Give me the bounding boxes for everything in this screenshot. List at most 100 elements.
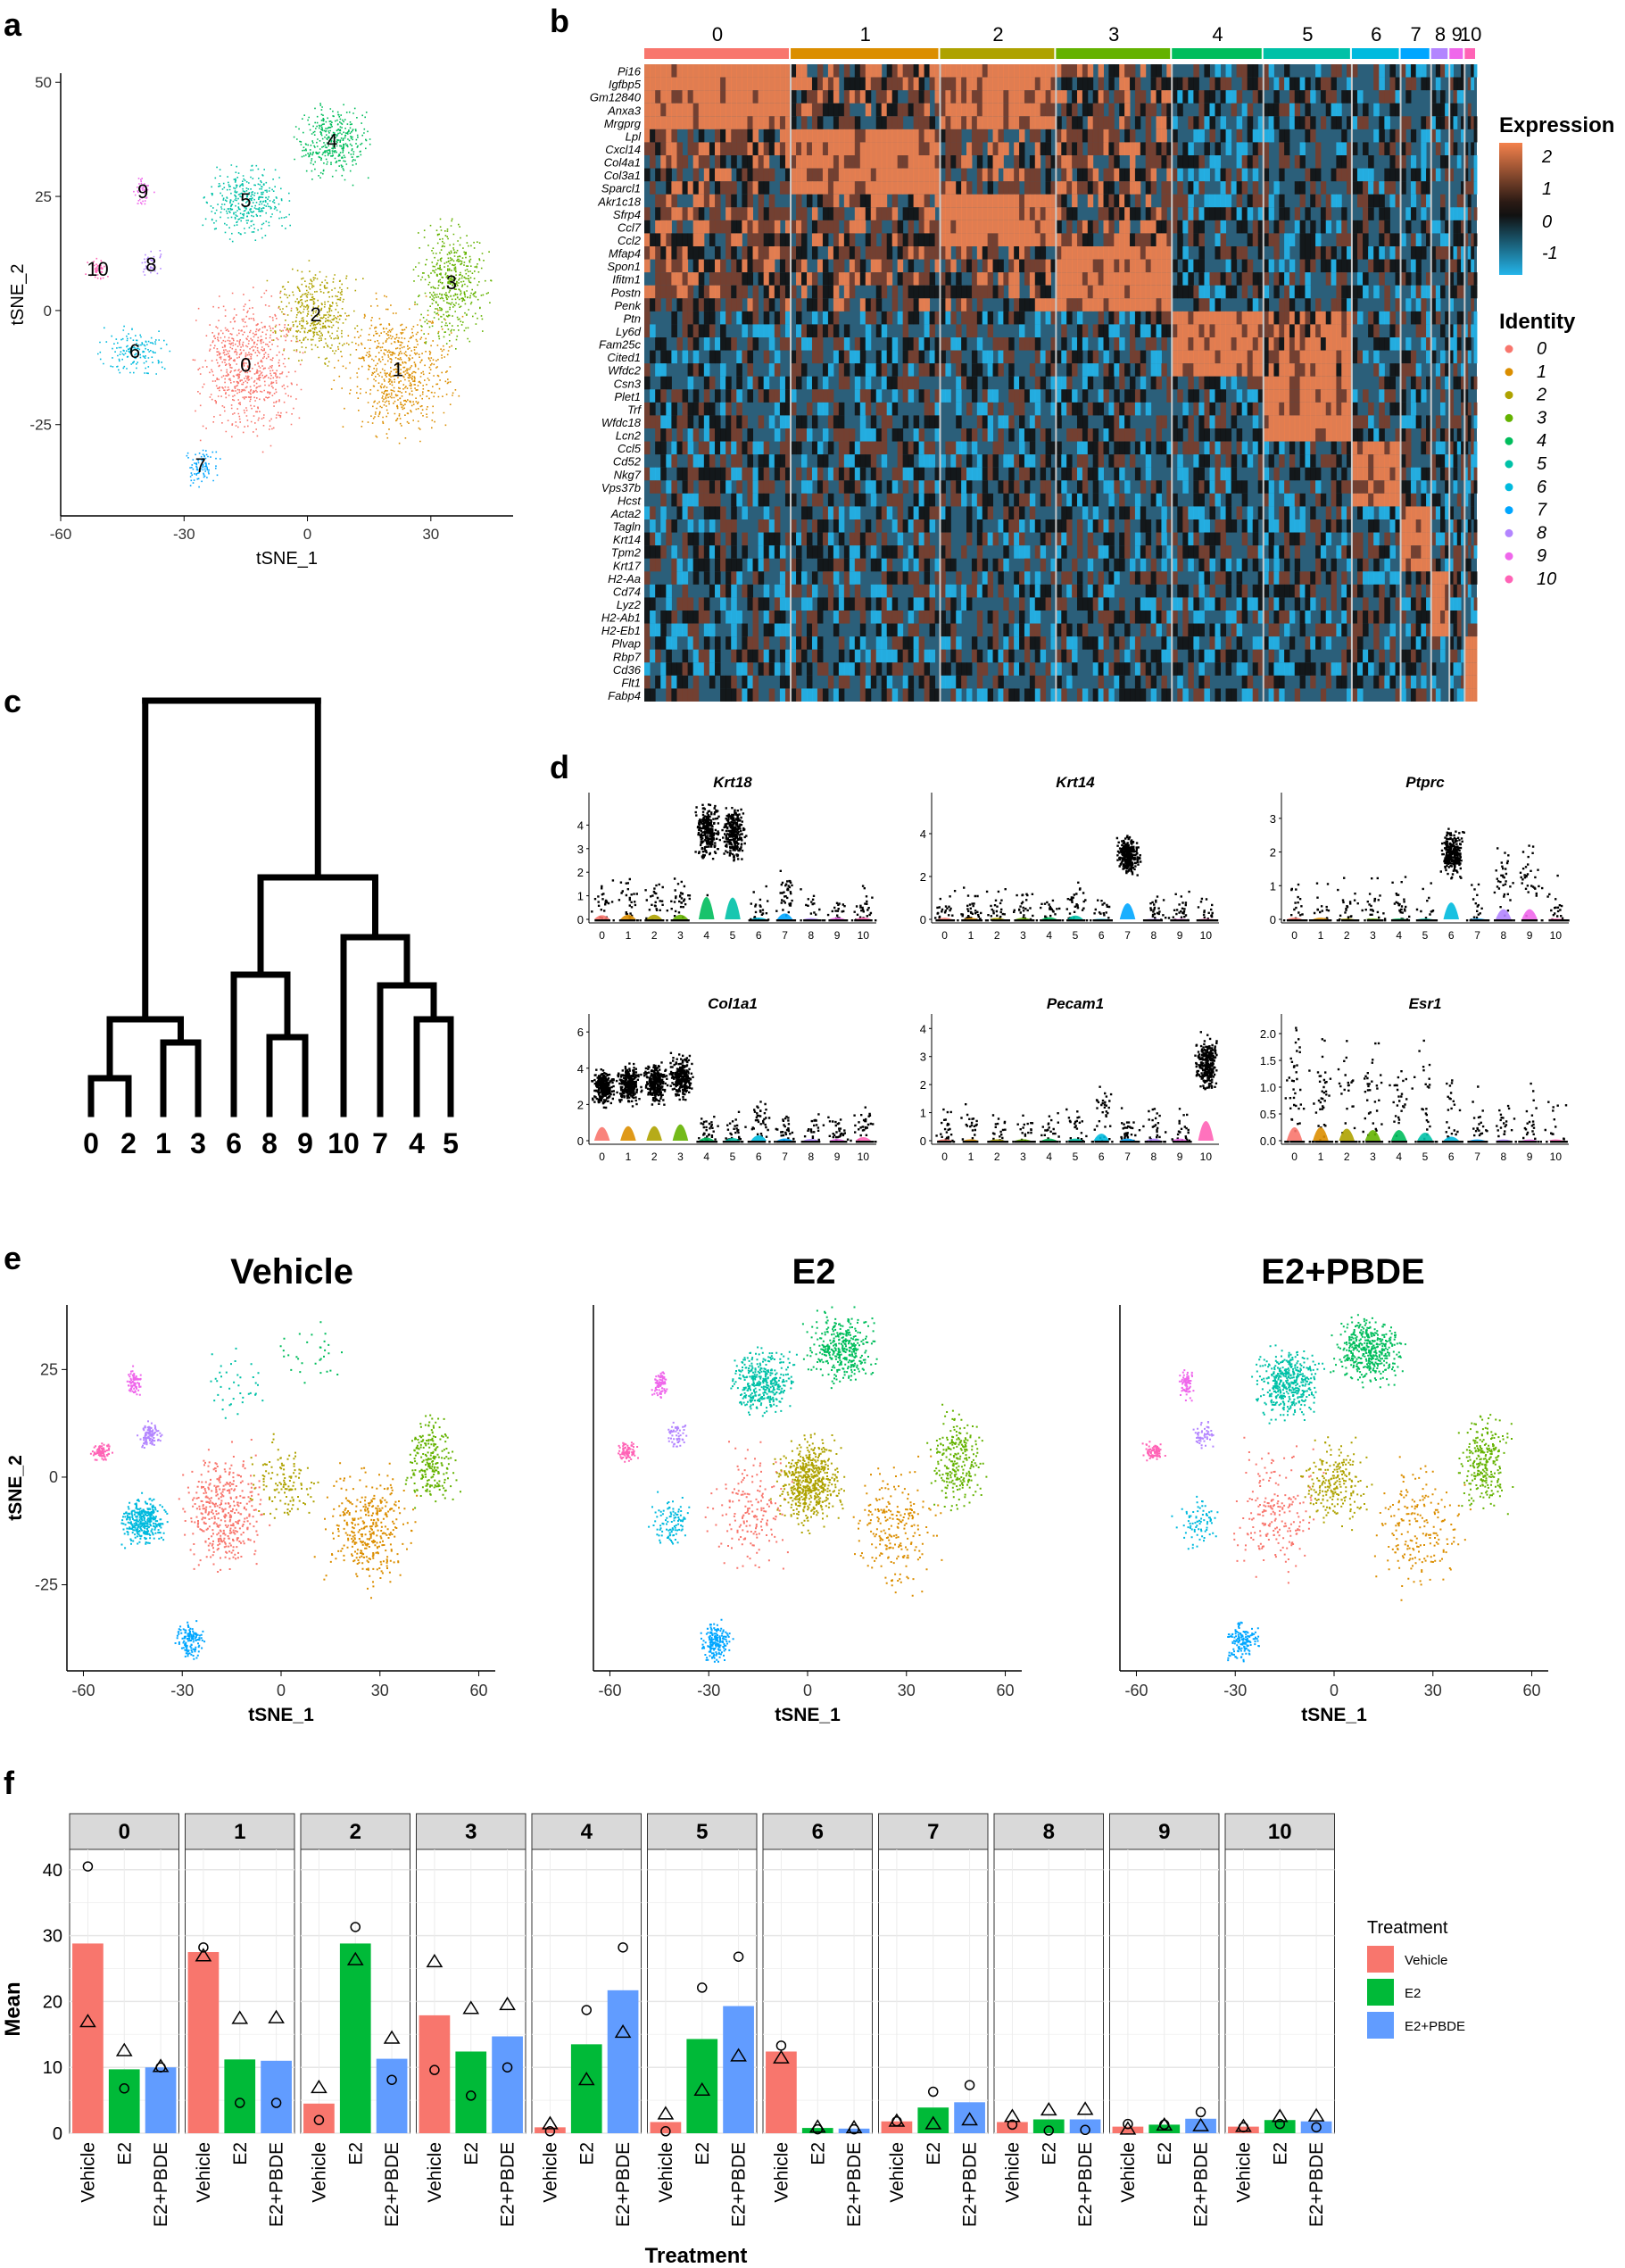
heat-cell [918,155,925,169]
heat-cell [1231,311,1238,325]
heat-cell [747,298,754,312]
heat-cell [1351,389,1358,403]
heat-cell [1066,155,1073,169]
heat-cell [1439,545,1446,559]
heat-cell [747,389,754,403]
heat-cell [838,272,845,286]
heat-cell [1268,571,1274,585]
heat-cell [859,298,866,312]
heat-cell [1341,298,1347,312]
heat-cell [1456,611,1462,624]
heat-cell [676,181,684,195]
heat-cell [843,220,850,234]
gene-label: Sfrp4 [613,208,641,221]
heat-cell [945,259,951,273]
heat-cell [1439,441,1446,455]
heat-cell [1050,467,1057,481]
heat-cell [791,363,797,377]
heat-cell [1456,77,1462,91]
heat-cell [945,64,951,78]
heat-cell [913,168,920,182]
heat-cell [881,324,888,337]
heat-cell [998,363,1004,377]
heat-cell [1395,272,1402,286]
gene-label: Pi16 [618,65,642,79]
heat-cell [1177,272,1183,286]
heat-cell [1108,493,1115,507]
heat-cell [1177,558,1183,572]
heat-cell [908,337,915,351]
heat-cell [692,90,700,104]
heat-cell [1331,376,1337,390]
heat-cell [1257,441,1264,455]
heat-cell [1209,103,1215,117]
heat-cell [1315,311,1322,325]
heat-cell [714,467,721,481]
heat-cell [644,402,651,416]
heat-cell [660,285,667,299]
heat-cell [1209,155,1215,169]
heat-cell [1430,311,1437,325]
heat-cell [817,454,824,468]
heat-cell [1247,103,1254,117]
heat-cell [924,337,931,351]
heat-cell [698,142,705,155]
heat-cell [1029,454,1036,468]
heat-cell [1449,207,1455,220]
heat-cell [791,103,797,117]
heat-cell [1310,376,1316,390]
heat-cell [822,207,829,220]
heat-cell [1273,116,1280,129]
heat-cell [763,558,770,572]
heat-cell [1029,168,1036,182]
heat-cell [1299,324,1306,337]
heat-cell [817,480,824,494]
heat-cell [1430,350,1437,364]
heat-cell [1331,194,1337,208]
heat-cell [913,441,920,455]
heat-cell [1241,311,1248,325]
heat-cell [1461,194,1465,208]
heat-cell [801,428,808,442]
heat-cell [1231,415,1238,428]
heat-cell [1108,155,1115,169]
heat-cell [1225,454,1232,468]
heat-cell [1289,493,1296,507]
heat-cell [849,545,856,559]
heat-cell [940,389,946,403]
heat-cell [1456,545,1462,559]
heat-cell [1464,402,1469,416]
heat-cell [1310,220,1316,234]
heat-cell [1119,363,1125,377]
heat-cell [1439,402,1446,416]
heat-cell [1198,415,1205,428]
heat-cell [1024,207,1031,220]
heat-cell [843,441,850,455]
heat-cell [1435,441,1441,455]
heat-cell [1103,376,1109,390]
heat-cell [849,285,856,299]
heat-cell [768,389,775,403]
heat-cell [992,194,999,208]
heat-cell [1421,285,1427,299]
heat-cell [1467,272,1472,286]
heat-cell [1082,220,1089,234]
heat-cell [768,116,775,129]
heat-cell [1082,181,1089,195]
heat-cell [924,90,931,104]
heat-cell [1453,415,1458,428]
heat-cell [1379,337,1385,351]
heat-cell [929,116,936,129]
heat-cell [731,532,737,546]
heat-cell [758,467,765,481]
heat-cell [1439,259,1446,273]
heat-cell [976,415,983,428]
heat-cell [1156,415,1162,428]
heat-cell [736,298,742,312]
heat-cell [1177,337,1183,351]
heat-cell [854,571,861,585]
heat-cell [1421,168,1427,182]
gene-label: Cxcl14 [605,143,641,156]
heat-cell [1108,142,1115,155]
heat-cell [1373,285,1380,299]
